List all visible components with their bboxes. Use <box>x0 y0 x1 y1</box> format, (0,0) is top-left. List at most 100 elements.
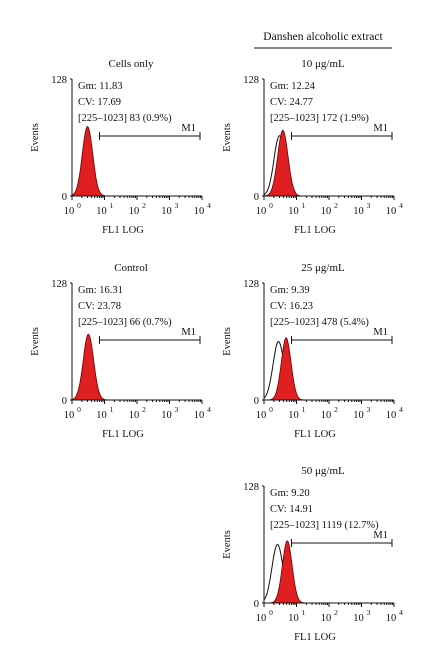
marker-label: M1 <box>373 530 388 541</box>
panel-title: 10 μg/mL <box>301 58 345 70</box>
stat-line: CV: 24.77 <box>270 97 313 108</box>
x-axis-label: FL1 LOG <box>102 225 144 236</box>
stat-line: CV: 16.23 <box>270 301 313 312</box>
x-tick-exponent: 3 <box>367 201 371 210</box>
x-tick-label: 10 <box>321 410 332 421</box>
x-tick-exponent: 1 <box>302 405 306 414</box>
stat-line: [225–1023] 1119 (12.7%) <box>270 520 379 531</box>
x-tick-exponent: 3 <box>175 405 179 414</box>
x-tick-label: 10 <box>129 410 140 421</box>
x-tick-exponent: 4 <box>399 201 403 210</box>
x-tick-exponent: 0 <box>77 201 81 210</box>
group-label: Danshen alcoholic extract <box>263 31 383 43</box>
x-tick-exponent: 3 <box>367 608 371 617</box>
x-tick-label: 10 <box>194 206 205 217</box>
stat-line: Gm: 11.83 <box>78 81 123 92</box>
stat-line: [225–1023] 66 (0.7%) <box>78 317 172 328</box>
y-tick-label: 128 <box>243 75 259 86</box>
x-tick-label: 10 <box>288 206 299 217</box>
x-tick-label: 10 <box>64 410 75 421</box>
x-tick-exponent: 1 <box>302 608 306 617</box>
stat-line: [225–1023] 83 (0.9%) <box>78 113 172 124</box>
y-axis-label: Events <box>222 530 233 559</box>
y-tick-label: 128 <box>243 482 259 493</box>
x-tick-label: 10 <box>96 206 107 217</box>
x-axis-label: FL1 LOG <box>294 429 336 440</box>
histogram-filled <box>267 337 305 401</box>
x-tick-label: 10 <box>96 410 107 421</box>
marker-label: M1 <box>373 327 388 338</box>
x-tick-exponent: 0 <box>77 405 81 414</box>
x-tick-exponent: 2 <box>334 405 338 414</box>
x-tick-label: 10 <box>256 613 267 624</box>
x-tick-exponent: 0 <box>269 608 273 617</box>
x-axis-label: FL1 LOG <box>294 632 336 643</box>
x-tick-label: 10 <box>161 206 172 217</box>
x-tick-label: 10 <box>353 613 364 624</box>
stat-line: [225–1023] 478 (5.4%) <box>270 317 369 328</box>
x-tick-exponent: 1 <box>110 201 114 210</box>
panel-title: 25 μg/mL <box>301 262 345 274</box>
x-tick-label: 10 <box>161 410 172 421</box>
x-tick-label: 10 <box>64 206 75 217</box>
x-tick-exponent: 4 <box>399 608 403 617</box>
x-tick-exponent: 1 <box>110 405 114 414</box>
y-tick-label: 128 <box>51 279 67 290</box>
x-tick-label: 10 <box>288 410 299 421</box>
x-tick-exponent: 4 <box>399 405 403 414</box>
stat-line: CV: 14.91 <box>270 504 313 515</box>
histogram-filled <box>269 540 306 604</box>
y-tick-label: 0 <box>62 396 67 407</box>
x-tick-exponent: 3 <box>175 201 179 210</box>
x-tick-label: 10 <box>256 410 267 421</box>
x-tick-label: 10 <box>256 206 267 217</box>
x-tick-exponent: 0 <box>269 405 273 414</box>
x-tick-exponent: 0 <box>269 201 273 210</box>
x-tick-exponent: 2 <box>142 405 146 414</box>
x-tick-exponent: 3 <box>367 405 371 414</box>
x-axis-label: FL1 LOG <box>102 429 144 440</box>
marker-label: M1 <box>181 327 196 338</box>
panel-title: 50 μg/mL <box>301 465 345 477</box>
stat-line: Gm: 16.31 <box>78 285 123 296</box>
x-axis-label: FL1 LOG <box>294 225 336 236</box>
stat-line: CV: 23.78 <box>78 301 121 312</box>
y-tick-label: 128 <box>243 279 259 290</box>
x-tick-label: 10 <box>288 613 299 624</box>
y-tick-label: 0 <box>254 396 259 407</box>
histogram-filled <box>71 333 107 401</box>
x-tick-label: 10 <box>386 613 397 624</box>
histogram-filled <box>71 125 106 197</box>
x-tick-label: 10 <box>386 410 397 421</box>
y-axis-label: Events <box>30 327 41 356</box>
x-tick-label: 10 <box>129 206 140 217</box>
x-tick-exponent: 2 <box>334 201 338 210</box>
histogram-filled <box>264 129 302 197</box>
y-tick-label: 128 <box>51 75 67 86</box>
x-tick-label: 10 <box>353 410 364 421</box>
panel-title: Cells only <box>109 58 154 70</box>
x-tick-label: 10 <box>321 206 332 217</box>
x-tick-exponent: 1 <box>302 201 306 210</box>
y-tick-label: 0 <box>62 192 67 203</box>
stat-line: Gm: 9.39 <box>270 285 310 296</box>
panel-title: Control <box>114 262 148 274</box>
marker-label: M1 <box>181 123 196 134</box>
stat-line: [225–1023] 172 (1.9%) <box>270 113 369 124</box>
y-axis-label: Events <box>30 123 41 152</box>
y-axis-label: Events <box>222 123 233 152</box>
y-tick-label: 0 <box>254 599 259 610</box>
stat-line: CV: 17.69 <box>78 97 121 108</box>
x-tick-label: 10 <box>386 206 397 217</box>
marker-label: M1 <box>373 123 388 134</box>
x-tick-label: 10 <box>321 613 332 624</box>
x-tick-exponent: 4 <box>207 201 211 210</box>
y-axis-label: Events <box>222 327 233 356</box>
